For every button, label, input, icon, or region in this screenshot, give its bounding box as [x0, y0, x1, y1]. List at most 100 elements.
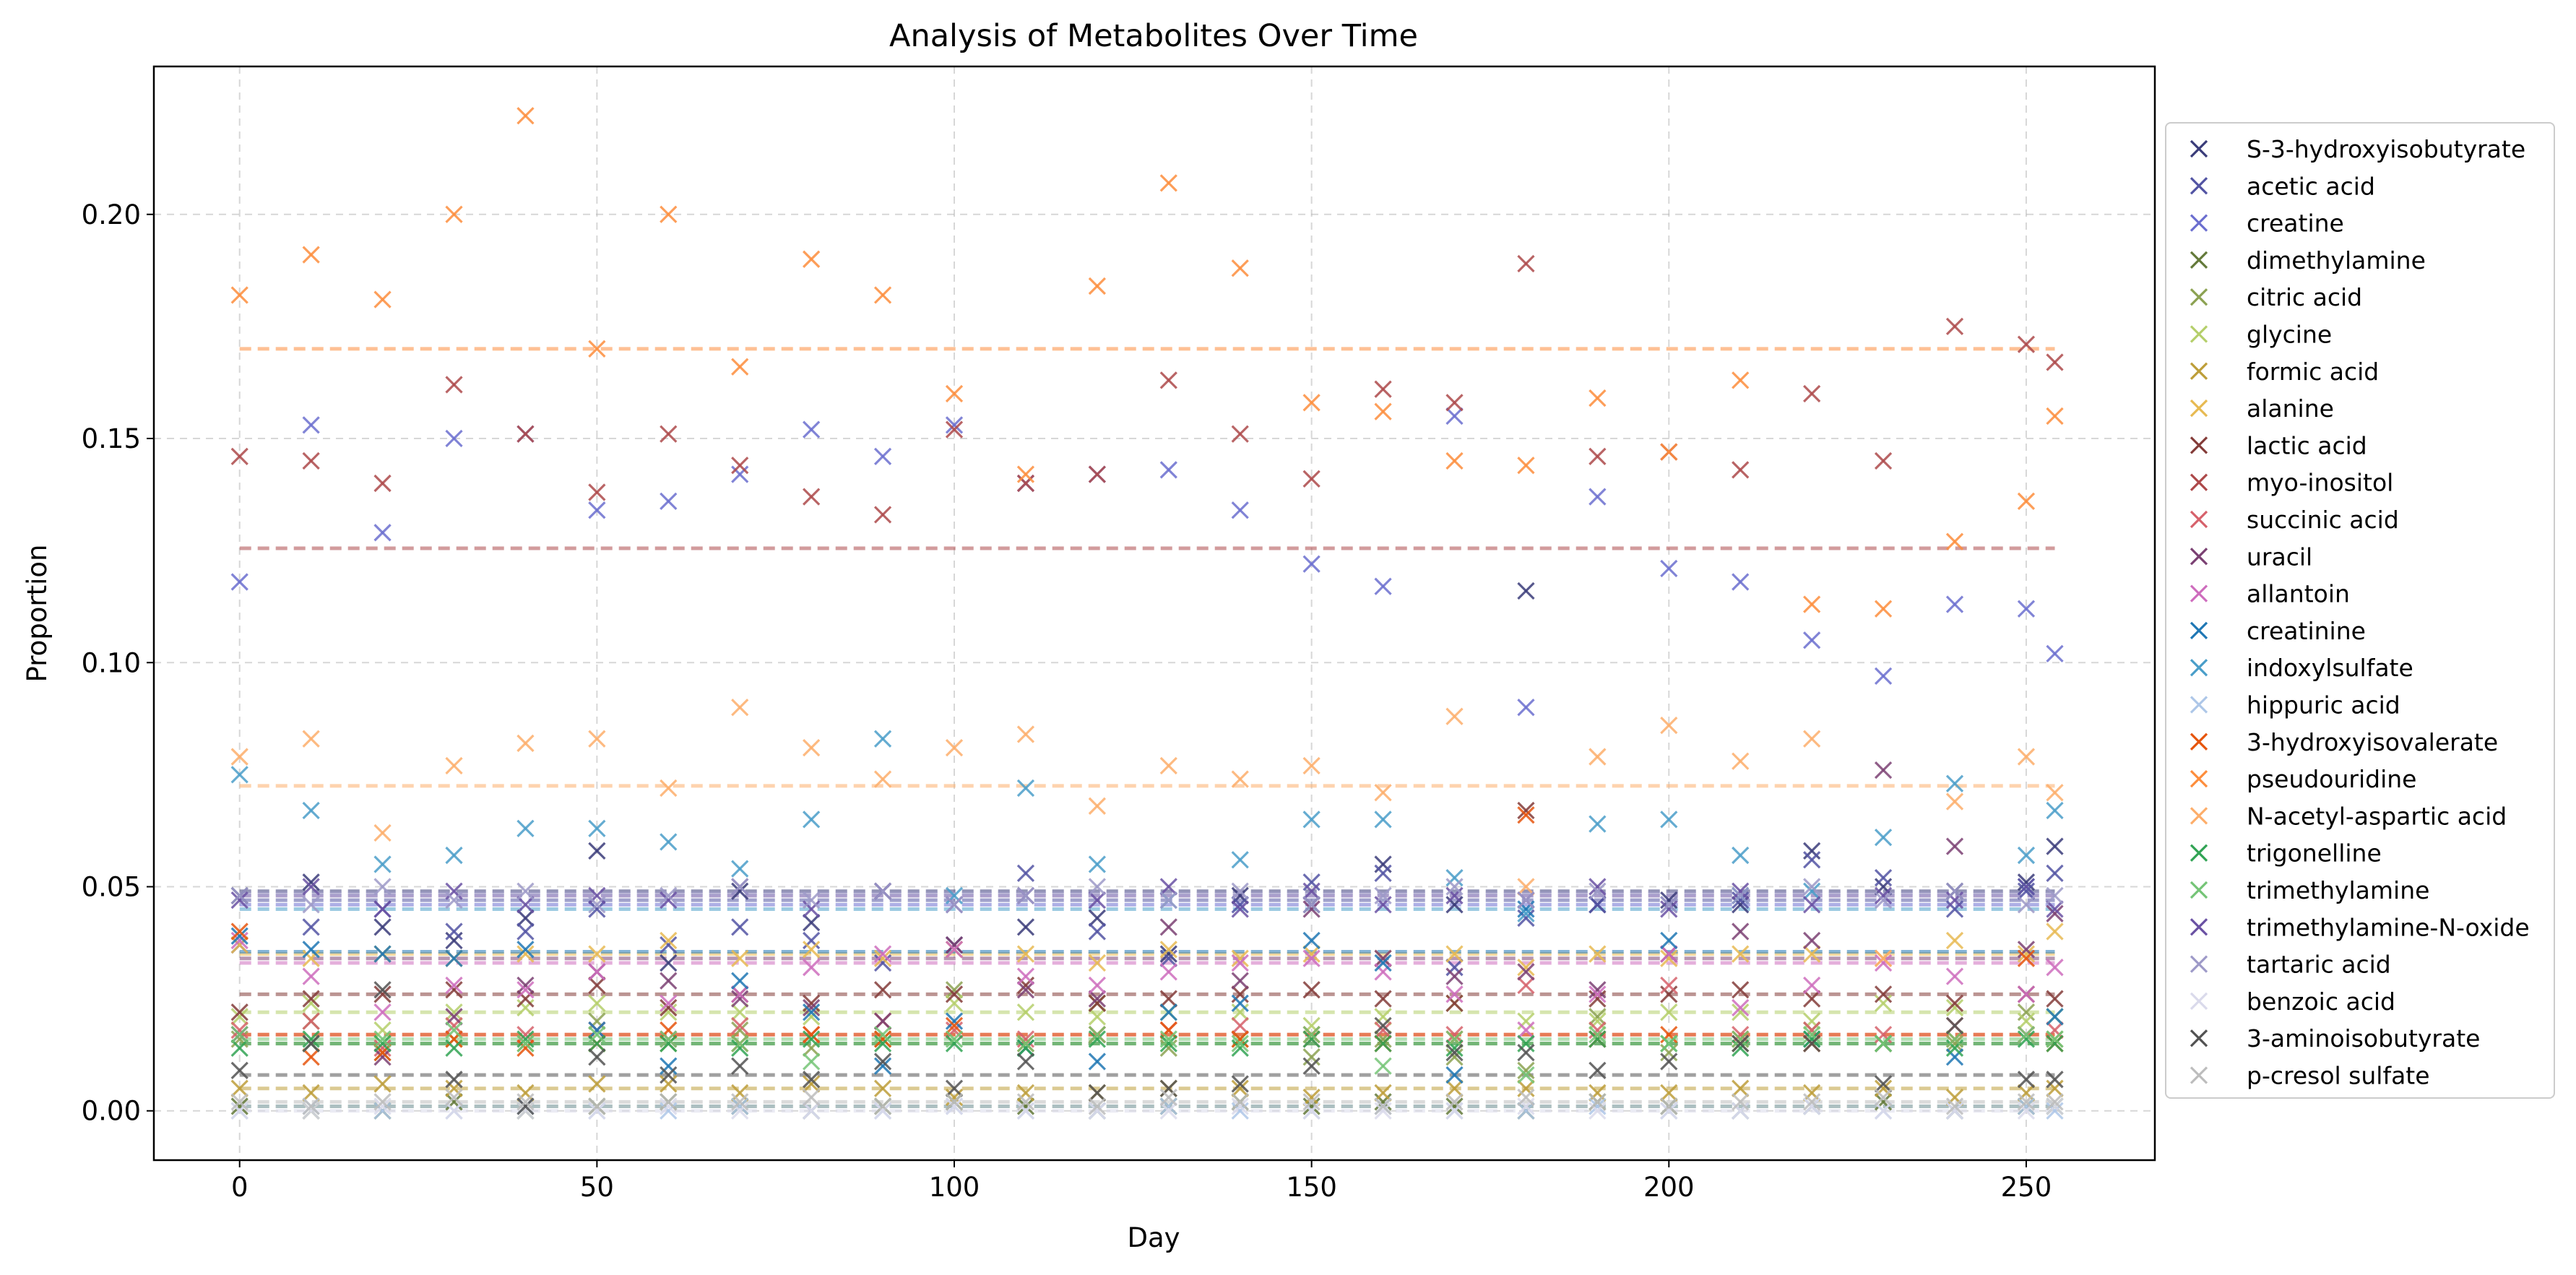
legend-marker: [2190, 955, 2208, 973]
legend-marker: [2190, 177, 2208, 195]
legend-entry: trimethylamine-N-oxide: [2190, 913, 2530, 941]
data-point: [1732, 922, 1750, 941]
data-point: [1088, 976, 1106, 995]
data-point: [873, 945, 892, 963]
data-point: [373, 981, 392, 999]
data-point: [588, 730, 606, 748]
data-point: [1660, 559, 1678, 578]
data-point: [517, 1093, 535, 1111]
data-point: [1231, 994, 1249, 1012]
x-tick-label: 250: [2001, 1172, 2052, 1203]
data-point: [1803, 631, 1821, 649]
data-point: [1660, 1003, 1678, 1021]
legend-label: succinic acid: [2247, 506, 2399, 534]
legend-entry: trimethylamine: [2190, 876, 2429, 904]
data-point: [1660, 1097, 1678, 1115]
data-point: [1517, 1021, 1535, 1040]
data-point: [873, 1102, 892, 1120]
data-point: [517, 425, 535, 443]
data-point: [1874, 1102, 1893, 1120]
data-point: [1016, 779, 1035, 798]
legend-marker: [2190, 1029, 2208, 1047]
data-point: [517, 107, 535, 125]
data-markers: [230, 107, 2064, 1120]
data-point: [1231, 954, 1249, 972]
data-point: [1874, 829, 1893, 847]
data-point: [1660, 1034, 1678, 1053]
data-point: [873, 1097, 892, 1115]
legend-entry: tartaric acid: [2190, 951, 2391, 979]
data-point: [945, 1097, 964, 1115]
data-point: [660, 891, 678, 909]
data-point: [1945, 1016, 1964, 1034]
data-point: [1874, 1075, 1893, 1093]
data-point: [1589, 748, 1607, 766]
data-point: [1374, 949, 1392, 967]
data-point: [1302, 1030, 1321, 1048]
data-point: [731, 1003, 749, 1021]
data-point: [230, 1061, 248, 1080]
data-point: [1088, 465, 1106, 483]
data-point: [803, 1030, 821, 1048]
data-point: [1302, 1026, 1321, 1044]
data-point: [1517, 699, 1535, 717]
data-point: [302, 1102, 320, 1120]
data-point: [945, 1034, 964, 1053]
data-point: [1016, 1097, 1035, 1115]
data-point: [731, 882, 749, 900]
data-point: [873, 730, 892, 748]
data-point: [873, 286, 892, 304]
data-point: [1445, 1093, 1464, 1111]
legend-entry: indoxylsulfate: [2190, 654, 2413, 682]
data-point: [517, 882, 535, 900]
data-point: [1302, 394, 1321, 412]
data-point: [1159, 1034, 1177, 1053]
y-tick-label: 0.10: [82, 647, 141, 678]
data-point: [1374, 1016, 1392, 1034]
data-point: [873, 1079, 892, 1097]
legend-label: S-3-hydroxyisobutyrate: [2247, 135, 2525, 163]
data-point: [373, 1003, 392, 1021]
x-axis-ticks: 0 50 100 150 200 250: [231, 1160, 2052, 1203]
data-point: [302, 451, 320, 470]
data-point: [1945, 595, 1964, 613]
data-point: [1088, 922, 1106, 941]
data-point: [803, 891, 821, 909]
data-point: [2046, 1071, 2064, 1089]
data-point: [588, 896, 606, 914]
data-point: [731, 358, 749, 376]
data-point: [803, 1075, 821, 1093]
legend-label: glycine: [2247, 321, 2332, 349]
data-point: [1874, 451, 1893, 470]
legend-marker: [2190, 399, 2208, 418]
data-point: [588, 945, 606, 963]
data-point: [1732, 1003, 1750, 1021]
data-point: [2017, 878, 2036, 896]
data-point: [660, 1093, 678, 1111]
data-point: [1732, 1079, 1750, 1097]
data-point: [803, 1026, 821, 1044]
data-point: [731, 949, 749, 967]
data-point: [1159, 174, 1177, 192]
data-point: [373, 1093, 392, 1111]
data-point: [230, 286, 248, 304]
data-point: [2017, 1030, 2036, 1048]
legend-label: myo-inositol: [2247, 469, 2393, 497]
data-point: [1231, 1034, 1249, 1053]
data-point: [1088, 990, 1106, 1008]
data-point: [230, 1039, 248, 1058]
data-point: [803, 811, 821, 829]
legend-marker: [2190, 139, 2208, 158]
legend-entry: creatine: [2190, 209, 2344, 238]
data-point: [1445, 1026, 1464, 1044]
data-point: [1374, 954, 1392, 972]
data-point: [1302, 1057, 1321, 1075]
y-axis-ticks: 0.00 0.05 0.10 0.15 0.20: [82, 199, 154, 1127]
legend-marker: [2190, 1066, 2208, 1084]
data-point: [1374, 380, 1392, 398]
legend-marker: [2190, 251, 2208, 269]
data-point: [803, 998, 821, 1017]
data-point: [373, 524, 392, 542]
legend-label: citric acid: [2247, 283, 2362, 311]
legend-label: 3-aminoisobutyrate: [2247, 1024, 2480, 1053]
